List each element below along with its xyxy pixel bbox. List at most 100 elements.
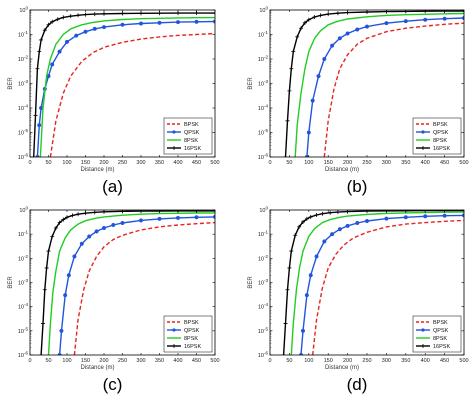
data-point-qpsk xyxy=(314,254,319,259)
data-point-16psk xyxy=(176,210,180,213)
legend-label-bpsk: BPSK xyxy=(184,320,199,326)
data-point-16psk xyxy=(213,210,215,213)
data-point-16psk xyxy=(328,210,333,215)
y-tick-label: 10-6 xyxy=(258,351,269,360)
data-point-qpsk xyxy=(308,273,313,278)
legend-label-bpsk: BPSK xyxy=(433,320,448,326)
panel-caption: (a) xyxy=(102,177,123,196)
data-point-16psk xyxy=(442,210,447,213)
data-point-16psk xyxy=(462,210,464,213)
data-point-16psk xyxy=(291,49,296,54)
data-point-16psk xyxy=(53,225,58,230)
chart-panel-d: 0 50 100 150 200 250 300 350 400 450 500 10-6 10-5 10… xyxy=(248,206,469,395)
legend-marker-16psk xyxy=(421,344,425,348)
data-point-16psk xyxy=(92,210,97,215)
y-tick-label: 100 xyxy=(19,6,28,15)
y-tick-label: 10-3 xyxy=(18,278,29,287)
data-point-16psk xyxy=(83,211,88,216)
series-line-8psk xyxy=(47,212,215,355)
legend-marker-qpsk xyxy=(421,328,425,332)
data-point-qpsk xyxy=(194,215,199,220)
y-tick-label: 10-2 xyxy=(18,55,29,64)
y-axis-label: BER xyxy=(8,77,14,90)
data-point-qpsk xyxy=(364,24,370,29)
data-point-16psk xyxy=(318,13,323,18)
legend-marker-16psk xyxy=(172,344,176,348)
x-tick-label: 200 xyxy=(99,160,108,166)
data-point-qpsk xyxy=(157,216,162,221)
data-point-16psk xyxy=(157,11,162,16)
data-point-16psk xyxy=(42,28,47,33)
data-point-qpsk xyxy=(57,352,62,355)
data-point-16psk xyxy=(50,234,55,239)
data-point-16psk xyxy=(46,22,51,27)
data-point-qpsk xyxy=(101,225,107,231)
data-point-16psk xyxy=(462,10,464,14)
data-point-16psk xyxy=(335,210,340,215)
x-tick-label: 250 xyxy=(362,358,371,364)
data-point-qpsk xyxy=(403,215,408,220)
data-point-16psk xyxy=(213,11,215,16)
x-tick-label: 300 xyxy=(136,160,145,166)
y-tick-label: 10-6 xyxy=(258,153,269,162)
data-point-qpsk xyxy=(330,43,335,48)
y-tick-label: 10-1 xyxy=(18,30,29,39)
plot-frame xyxy=(269,9,465,158)
data-point-qpsk xyxy=(87,234,92,239)
legend-label-16psk: 16PSK xyxy=(433,344,450,350)
data-point-qpsk xyxy=(72,254,77,259)
data-point-qpsk xyxy=(298,352,304,355)
data-point-qpsk xyxy=(355,27,360,32)
data-point-qpsk xyxy=(300,328,306,333)
data-point-16psk xyxy=(139,11,143,16)
data-point-16psk xyxy=(299,26,304,31)
series-line-8psk xyxy=(290,211,464,355)
data-point-qpsk xyxy=(63,293,68,298)
legend-marker-qpsk xyxy=(421,130,425,134)
y-tick-label: 10-4 xyxy=(18,104,29,113)
plot-frame xyxy=(29,209,216,356)
y-tick-label: 10-4 xyxy=(258,104,269,113)
y-axis-label: BER xyxy=(8,276,14,289)
data-point-qpsk xyxy=(94,229,99,234)
data-point-16psk xyxy=(365,10,369,14)
y-tick-label: 10-5 xyxy=(18,128,29,137)
data-point-qpsk xyxy=(59,328,64,333)
data-point-16psk xyxy=(76,13,81,18)
x-tick-label: 300 xyxy=(382,358,391,364)
series-line-qpsk xyxy=(58,216,215,355)
x-tick-label: 250 xyxy=(118,160,127,166)
y-tick-label: 100 xyxy=(19,206,28,215)
x-axis-label: Distance (m) xyxy=(325,167,359,173)
x-tick-label: 50 xyxy=(45,160,51,166)
y-tick-label: 10-3 xyxy=(258,278,269,287)
data-point-16psk xyxy=(335,11,340,16)
data-point-16psk xyxy=(297,224,302,229)
data-point-qpsk xyxy=(345,31,350,36)
x-tick-label: 500 xyxy=(459,358,468,364)
legend-label-qpsk: QPSK xyxy=(184,130,200,136)
data-point-qpsk xyxy=(310,98,315,103)
data-point-16psk xyxy=(312,14,317,19)
data-point-qpsk xyxy=(364,218,370,224)
x-tick-label: 300 xyxy=(382,160,391,166)
series-line-8psk xyxy=(39,16,215,157)
legend-marker-16psk xyxy=(172,146,176,150)
x-tick-label: 400 xyxy=(421,160,430,166)
legend-label-16psk: 16PSK xyxy=(184,146,201,152)
data-point-16psk xyxy=(44,265,49,270)
data-point-qpsk xyxy=(322,239,327,244)
data-point-qpsk xyxy=(337,227,342,232)
data-point-qpsk xyxy=(175,20,181,25)
y-axis-label: BER xyxy=(248,77,254,90)
data-point-qpsk xyxy=(442,16,447,21)
data-point-16psk xyxy=(31,155,36,157)
y-tick-label: 10-3 xyxy=(18,79,29,88)
data-point-16psk xyxy=(50,19,55,24)
legend-label-8psk: 8PSK xyxy=(433,336,447,342)
data-point-16psk xyxy=(365,210,369,214)
data-point-16psk xyxy=(442,10,447,14)
data-point-qpsk xyxy=(461,213,464,218)
